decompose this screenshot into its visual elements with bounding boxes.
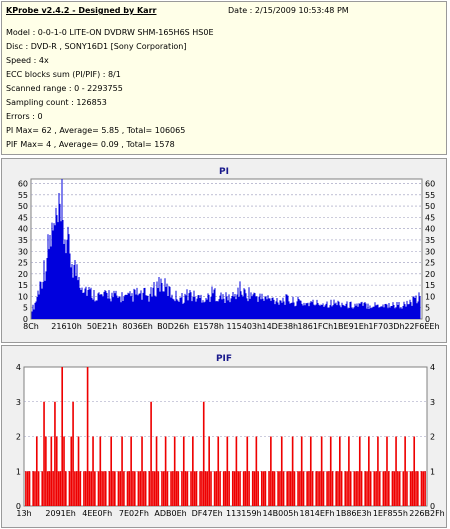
pif-x-tick-label: ADB0Eh <box>154 509 186 518</box>
pi-x-tick-label: 115403h <box>226 322 262 331</box>
pi-x-tick-label: 8Ch <box>23 322 39 331</box>
pi-y-tick-right: 0 <box>425 315 430 324</box>
pi-y-tick-right: 25 <box>425 259 435 268</box>
pif-y-tick-right: 3 <box>430 398 435 407</box>
pi-x-tick-label: 1BE91Eh <box>333 322 369 331</box>
pi-y-tick-right: 30 <box>425 247 435 256</box>
pi-y-tick-left: 10 <box>18 292 28 301</box>
pif-x-tick-label: 7E02Fh <box>119 509 149 518</box>
pi-y-tick-right: 45 <box>425 213 435 222</box>
pi-y-tick-right: 15 <box>425 281 435 290</box>
pif-chart-panel: PIF 0 0 1 1 2 2 3 3 4 4 13h 2091Eh 4EE0Fh 7E02Fh ADB0E… <box>1 345 447 528</box>
pi-y-tick-right: 60 <box>425 180 435 189</box>
pi-y-tick-left: 60 <box>18 180 28 189</box>
pi-y-tick-right: 40 <box>425 225 435 234</box>
pif-y-tick-left: 3 <box>16 398 21 407</box>
scan-date: Date : 2/15/2009 10:53:48 PM <box>228 6 349 15</box>
pi-y-tick-right: 35 <box>425 236 435 245</box>
pi-x-tick-label: 50E21h <box>87 322 117 331</box>
pi-y-tick-left: 25 <box>18 259 28 268</box>
pif-x-tick-label: 2091Eh <box>45 509 75 518</box>
speed-line: Speed : 4x <box>6 56 49 65</box>
pi-stats-line: PI Max= 62 , Average= 5.85 , Total= 1060… <box>6 126 186 135</box>
pif-x-tick-label: 113159h <box>226 509 262 518</box>
pif-y-tick-left: 2 <box>16 433 21 442</box>
pif-x-tick-label: 1EF855h <box>373 509 408 518</box>
pi-x-tick-label: B0D26h <box>157 322 189 331</box>
pi-y-tick-left: 45 <box>18 213 28 222</box>
pif-x-tick-label: DF47Eh <box>192 509 223 518</box>
pi-y-tick-left: 15 <box>18 281 28 290</box>
pi-y-tick-right: 10 <box>425 292 435 301</box>
pif-y-tick-left: 0 <box>16 502 21 511</box>
pi-y-tick-left: 5 <box>23 304 28 313</box>
pi-x-tick-label: 8036Eh <box>122 322 152 331</box>
pi-y-tick-right: 50 <box>425 202 435 211</box>
app-title: KProbe v2.4.2 - Designed by Karr <box>6 6 157 15</box>
pif-x-tick-label: 1B86E3h <box>336 509 372 518</box>
pif-y-tick-right: 2 <box>430 433 435 442</box>
pi-y-tick-left: 40 <box>18 225 28 234</box>
pi-x-tick-label: 1861FCh <box>298 322 334 331</box>
range-line: Scanned range : 0 - 2293755 <box>6 84 123 93</box>
pif-y-tick-right: 4 <box>430 363 435 372</box>
pi-y-tick-left: 0 <box>23 315 28 324</box>
pif-x-tick-label: 14B005h <box>262 509 298 518</box>
pi-x-tick-label: 1F703Dh <box>368 322 404 331</box>
pif-y-tick-left: 1 <box>16 467 21 476</box>
pi-y-tick-left: 20 <box>18 270 28 279</box>
pif-x-tick-label: 1814EFh <box>300 509 335 518</box>
pi-x-tick-label: 21610h <box>51 322 82 331</box>
pi-y-tick-left: 50 <box>18 202 28 211</box>
pif-y-tick-right: 0 <box>430 502 435 511</box>
disc-line: Disc : DVD-R , SONY16D1 [Sony Corporatio… <box>6 42 187 51</box>
errors-line: Errors : 0 <box>6 112 43 121</box>
model-line: Model : 0-0-1-0 LITE-ON DVDRW SHM-165H6S… <box>6 28 214 37</box>
pi-y-tick-left: 55 <box>18 191 28 200</box>
pif-stats-line: PIF Max= 4 , Average= 0.09 , Total= 1578 <box>6 140 175 149</box>
pi-y-tick-right: 5 <box>425 304 430 313</box>
pi-y-tick-right: 55 <box>425 191 435 200</box>
pi-y-tick-left: 35 <box>18 236 28 245</box>
pi-x-tick-label: 22F6EEh <box>404 322 439 331</box>
pi-chart-title: PI <box>219 167 229 177</box>
pi-x-tick-label: E1578h <box>193 322 223 331</box>
pif-chart-title: PIF <box>216 354 232 364</box>
pi-chart-panel: PI 0 0 5 5 10 10 15 15 20 20 25 25 30 30 35 35 40 40 45 45 5… <box>1 158 447 343</box>
pif-x-tick-label: 4EE0Fh <box>82 509 112 518</box>
pif-x-tick-label: 13h <box>16 509 31 518</box>
pif-y-tick-left: 4 <box>16 363 21 372</box>
pi-y-tick-right: 20 <box>425 270 435 279</box>
pi-y-tick-left: 30 <box>18 247 28 256</box>
pi-x-tick-label: 14DE38h <box>261 322 298 331</box>
pif-y-tick-right: 1 <box>430 467 435 476</box>
sampling-line: Sampling count : 126853 <box>6 98 107 107</box>
info-panel: KProbe v2.4.2 - Designed by Karr Date : … <box>1 1 447 155</box>
ecc-line: ECC blocks sum (PI/PIF) : 8/1 <box>6 70 121 79</box>
pif-x-tick-label: 226B2Fh <box>409 509 445 518</box>
pif-chart: PIF 0 0 1 1 2 2 3 3 4 4 13h 2091Eh 4EE0Fh 7E02Fh ADB0E… <box>16 354 445 518</box>
